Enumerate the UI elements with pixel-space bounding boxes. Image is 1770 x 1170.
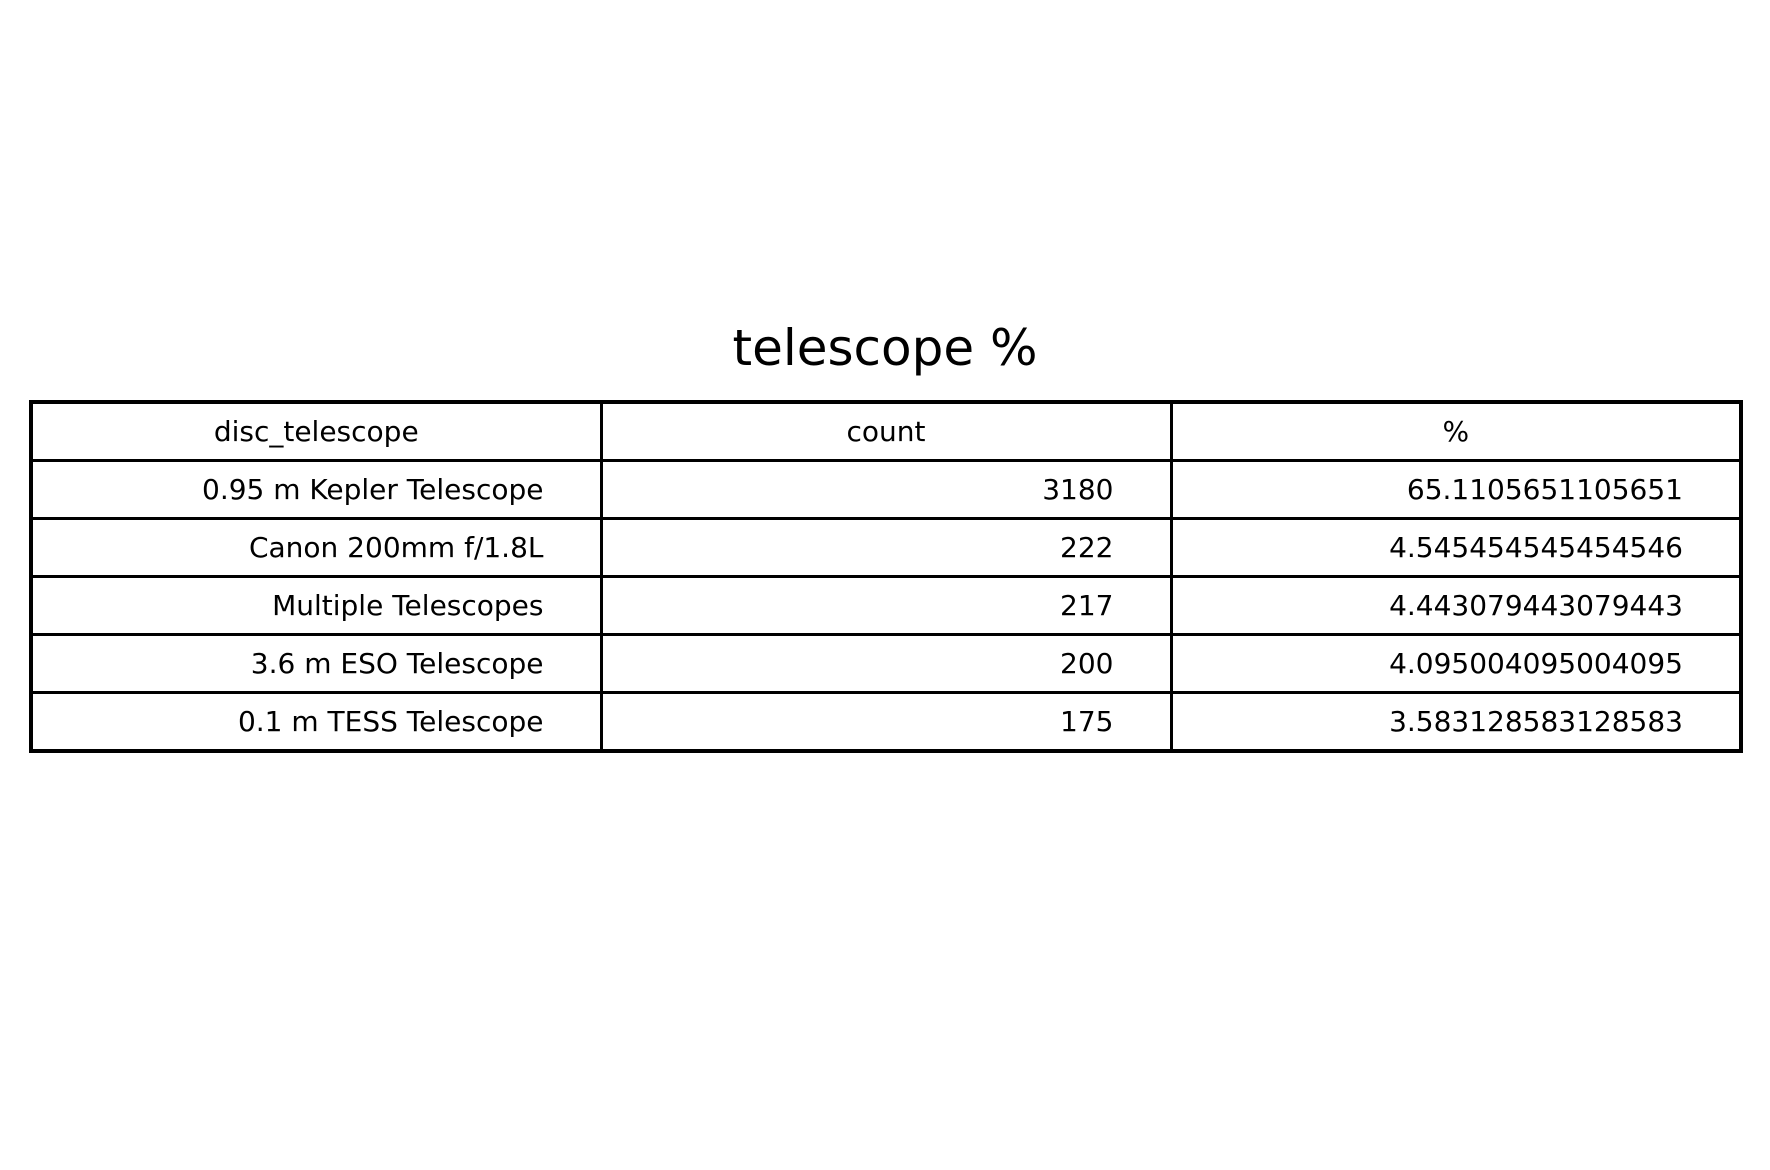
table-row: Multiple Telescopes 217 4.44307944307944…: [29, 575, 1743, 636]
cell-count: 217: [599, 575, 1173, 636]
cell-count: 200: [599, 633, 1173, 694]
cell-percent: 3.583128583128583: [1169, 691, 1743, 753]
column-header-percent: %: [1169, 400, 1743, 462]
table-row: 3.6 m ESO Telescope 200 4.09500409500409…: [29, 633, 1743, 694]
cell-count: 175: [599, 691, 1173, 753]
cell-disc-telescope: 0.95 m Kepler Telescope: [29, 459, 603, 520]
table-row: Canon 200mm f/1.8L 222 4.545454545454546: [29, 517, 1743, 578]
column-header-count: count: [599, 400, 1173, 462]
cell-disc-telescope: 3.6 m ESO Telescope: [29, 633, 603, 694]
cell-percent: 4.443079443079443: [1169, 575, 1743, 636]
cell-disc-telescope: Multiple Telescopes: [29, 575, 603, 636]
cell-count: 222: [599, 517, 1173, 578]
data-table: disc_telescope count % 0.95 m Kepler Tel…: [29, 400, 1743, 753]
cell-percent: 4.545454545454546: [1169, 517, 1743, 578]
header-row: disc_telescope count %: [29, 400, 1743, 462]
cell-percent: 4.095004095004095: [1169, 633, 1743, 694]
table-row: 0.95 m Kepler Telescope 3180 65.11056511…: [29, 459, 1743, 520]
chart-title: telescope %: [732, 319, 1038, 377]
cell-disc-telescope: Canon 200mm f/1.8L: [29, 517, 603, 578]
cell-disc-telescope: 0.1 m TESS Telescope: [29, 691, 603, 753]
column-header-disc-telescope: disc_telescope: [29, 400, 603, 462]
cell-percent: 65.1105651105651: [1169, 459, 1743, 520]
cell-count: 3180: [599, 459, 1173, 520]
table-row: 0.1 m TESS Telescope 175 3.5831285831285…: [29, 691, 1743, 753]
